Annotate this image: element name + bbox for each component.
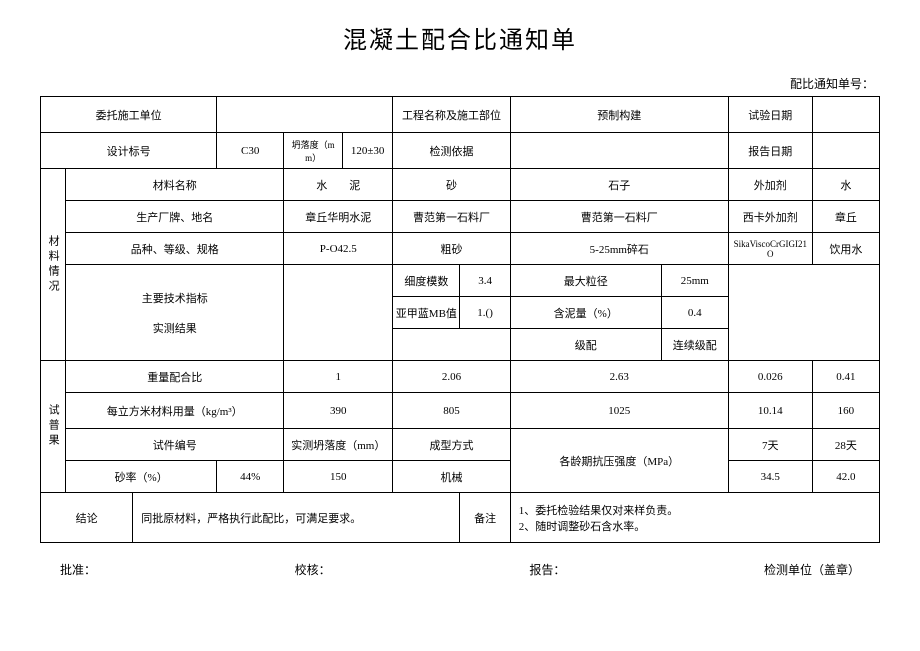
tech-additive-blank	[728, 265, 879, 361]
u-sand: 805	[393, 393, 510, 429]
grading-label: 级配	[510, 329, 661, 361]
mb-label: 亚甲蓝MB值	[393, 297, 460, 329]
spec-water: 饮用水	[812, 233, 879, 265]
d7: 7天	[728, 429, 812, 461]
usage-label: 每立方米材料用量（kg/m³）	[66, 393, 284, 429]
s7: 34.5	[728, 461, 812, 493]
wr-additive: 0.026	[728, 361, 812, 393]
s28: 42.0	[812, 461, 879, 493]
doc-number-label: 配比通知单号：	[40, 75, 880, 92]
age-strength-label: 各龄期抗压强度（MPa）	[510, 429, 728, 493]
maxsize-value: 25mm	[661, 265, 728, 297]
mat-name-label: 材料名称	[66, 169, 284, 201]
fineness-label: 细度模数	[393, 265, 460, 297]
report-label: 报告：	[529, 561, 565, 578]
report-date-value	[812, 133, 879, 169]
col-sand: 砂	[393, 169, 510, 201]
materials-section: 材料情况	[41, 169, 66, 361]
grading-value: 连续级配	[661, 329, 728, 361]
wr-cement: 1	[284, 361, 393, 393]
check-label: 校核：	[295, 561, 331, 578]
test-date-value	[812, 97, 879, 133]
test-date-label: 试验日期	[728, 97, 812, 133]
tech-cement-blank	[284, 265, 393, 361]
results-section: 试普果	[41, 361, 66, 493]
u-stone: 1025	[510, 393, 728, 429]
factory-label: 生产厂牌、地名	[66, 201, 284, 233]
u-water: 160	[812, 393, 879, 429]
sand-blank	[393, 329, 510, 361]
col-additive: 外加剂	[728, 169, 812, 201]
basis-label: 检测依据	[393, 133, 510, 169]
factory-sand: 曹范第一石料厂	[393, 201, 510, 233]
spec-sand: 粗砂	[393, 233, 510, 265]
footer: 批准： 校核： 报告： 检测单位（盖章）	[40, 561, 880, 578]
main-table: 委托施工单位 工程名称及施工部位 预制构建 试验日期 设计标号 C30 坍落度（…	[40, 96, 880, 543]
col-stone: 石子	[510, 169, 728, 201]
factory-water: 章丘	[812, 201, 879, 233]
approve-label: 批准：	[60, 561, 96, 578]
d28: 28天	[812, 429, 879, 461]
basis-value	[510, 133, 728, 169]
mud-value: 0.4	[661, 297, 728, 329]
unit-label: 检测单位（盖章）	[764, 561, 860, 578]
slump-label: 坍落度（mm）	[284, 133, 343, 169]
specimen-label: 试件编号	[66, 429, 284, 461]
sandrate-value: 44%	[217, 461, 284, 493]
col-cement: 水 泥	[284, 169, 393, 201]
form-value: 机械	[393, 461, 510, 493]
project-label: 工程名称及施工部位	[393, 97, 510, 133]
wr-water: 0.41	[812, 361, 879, 393]
factory-cement: 章丘华明水泥	[284, 201, 393, 233]
form-label: 成型方式	[393, 429, 510, 461]
project-value: 预制构建	[510, 97, 728, 133]
sandrate-label: 砂率（%）	[66, 461, 217, 493]
measured-slump-value: 150	[284, 461, 393, 493]
spec-additive: SikaViscoCrGIGI21 O	[728, 233, 812, 265]
spec-label: 品种、等级、规格	[66, 233, 284, 265]
factory-additive: 西卡外加剂	[728, 201, 812, 233]
client-label: 委托施工单位	[41, 97, 217, 133]
page-title: 混凝土配合比通知单	[40, 20, 880, 55]
design-label: 设计标号	[41, 133, 217, 169]
col-water: 水	[812, 169, 879, 201]
mud-label: 含泥量（%）	[510, 297, 661, 329]
client-value	[217, 97, 393, 133]
factory-stone: 曹范第一石料厂	[510, 201, 728, 233]
conclusion-label: 结论	[41, 493, 133, 543]
wr-sand: 2.06	[393, 361, 510, 393]
slump-value: 120±30	[342, 133, 392, 169]
fineness-value: 3.4	[460, 265, 510, 297]
conclusion-text: 同批原材料，严格执行此配比，可满足要求。	[133, 493, 460, 543]
u-cement: 390	[284, 393, 393, 429]
u-additive: 10.14	[728, 393, 812, 429]
tech-measured-label: 主要技术指标 实测结果	[66, 265, 284, 361]
design-value: C30	[217, 133, 284, 169]
spec-stone: 5-25mm碎石	[510, 233, 728, 265]
mb-value: 1.()	[460, 297, 510, 329]
report-date-label: 报告日期	[728, 133, 812, 169]
measured-slump-label: 实测坍落度（mm）	[284, 429, 393, 461]
wr-stone: 2.63	[510, 361, 728, 393]
remark-text: 1、委托检验结果仅对来样负责。 2、随时调整砂石含水率。	[510, 493, 879, 543]
weight-ratio-label: 重量配合比	[66, 361, 284, 393]
remark-label: 备注	[460, 493, 510, 543]
spec-cement: P-O42.5	[284, 233, 393, 265]
maxsize-label: 最大粒径	[510, 265, 661, 297]
